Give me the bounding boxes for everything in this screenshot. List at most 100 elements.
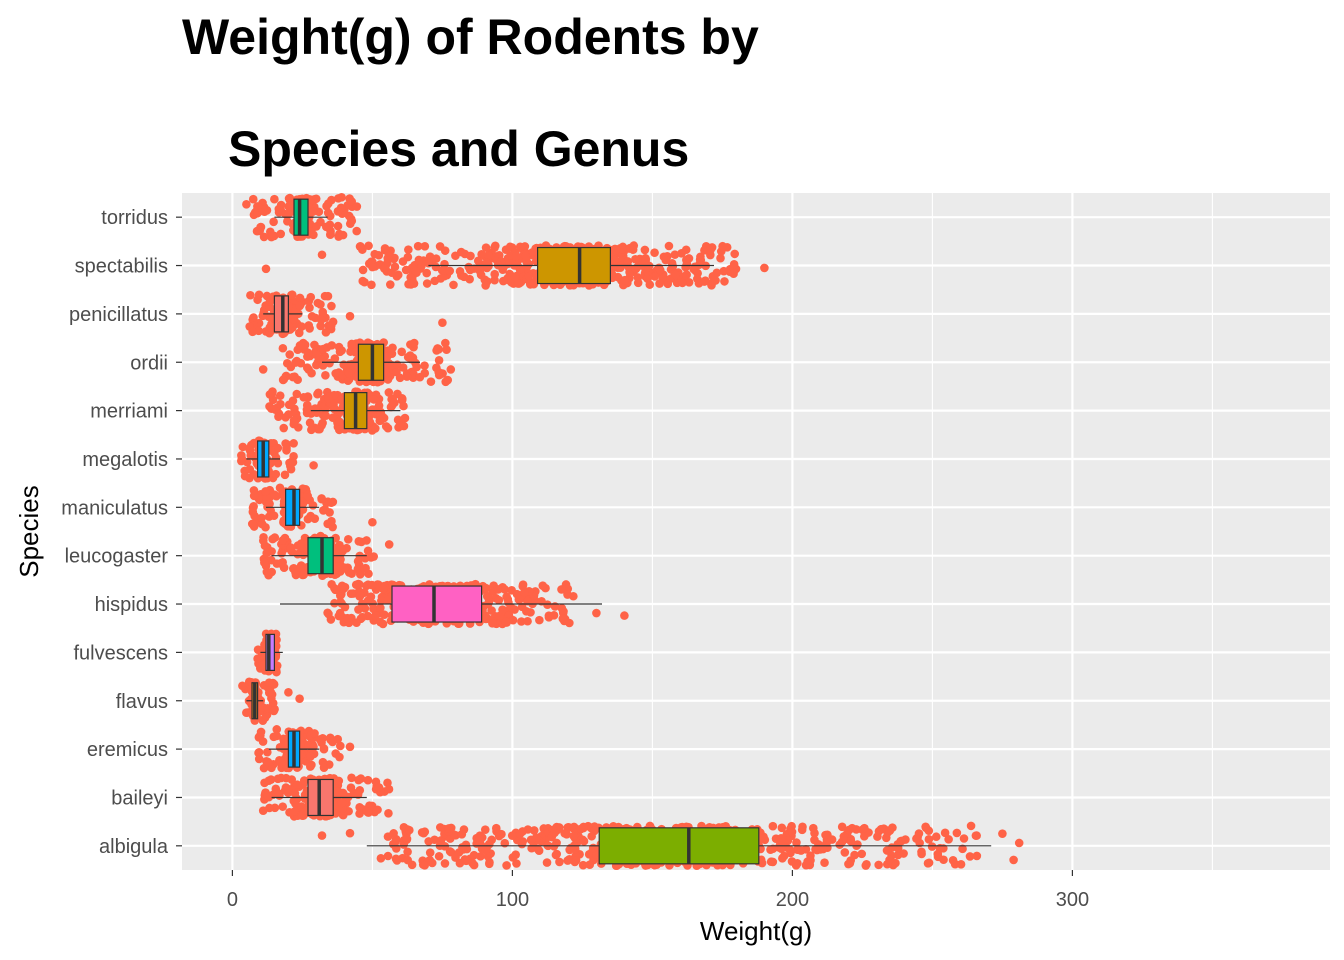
data-point [494,595,504,605]
data-point [818,844,828,854]
data-point [367,580,377,590]
data-point [353,556,363,566]
data-point [555,857,564,867]
data-point [778,837,787,847]
data-point [249,486,259,495]
data-point [295,293,305,303]
data-point [360,277,369,287]
data-point [402,372,412,381]
data-point [481,845,491,855]
data-point [921,822,930,832]
data-point [835,840,845,849]
data-point [271,469,281,479]
data-point [353,564,363,574]
data-point [588,843,598,853]
data-point [952,828,962,838]
data-point [379,264,389,273]
data-point [383,851,393,861]
data-point [303,348,313,358]
y-tick-label: baileyi [111,787,168,809]
data-point [277,549,286,558]
outlier-point [317,250,327,260]
outlier-point [760,263,769,273]
data-point [484,251,493,260]
data-point [327,301,336,311]
data-point [917,849,926,859]
data-point [279,734,288,744]
data-point [321,411,331,421]
data-point [367,280,376,290]
data-point [611,245,621,255]
data-point [857,849,867,859]
data-point [272,559,282,568]
data-point [351,348,360,357]
data-point [682,255,691,265]
data-point [298,484,308,493]
data-point [862,859,871,869]
data-point [258,737,268,746]
data-point [318,344,328,354]
data-point [335,608,345,618]
axes: 0 100 200 300 torridus spectabilis penicillatu… [61,207,1089,911]
data-point [431,262,441,272]
data-point [972,851,982,861]
data-point [306,292,316,302]
data-point [326,320,336,330]
data-point [434,851,444,861]
data-point [950,859,960,869]
data-point [358,265,368,275]
box-fulvescens [260,633,283,671]
data-point [339,360,349,369]
outlier-point [368,517,377,527]
data-point [253,654,262,663]
data-point [426,377,436,386]
plot-panel [182,193,1330,870]
data-point [248,507,258,517]
data-point [260,558,269,567]
data-point [874,860,883,870]
data-point [411,267,421,276]
data-point [273,443,283,453]
data-point [430,835,439,845]
data-point [268,534,277,544]
data-point [560,828,569,838]
data-point [313,424,323,434]
data-point [441,338,450,348]
data-point [640,259,650,268]
data-point [700,277,709,286]
data-point [369,395,379,404]
data-point [487,606,496,615]
data-point [289,416,299,425]
data-point [395,421,405,430]
data-point [389,829,398,838]
data-point [360,564,369,573]
data-point [384,388,394,397]
data-point [422,279,432,288]
y-tick-label: leucogaster [65,546,169,568]
data-point [469,850,479,860]
data-point [431,254,441,263]
data-point [383,423,393,433]
data-point [315,735,325,744]
data-point [655,279,664,288]
data-point [585,860,595,870]
data-point [792,838,801,847]
data-point [526,835,536,845]
data-point [436,836,446,845]
data-point [362,806,372,816]
outlier-point [261,264,271,274]
y-tick-label: eremicus [87,739,168,761]
data-point [238,681,247,691]
data-point [263,757,273,767]
data-point [343,534,353,544]
data-point [820,858,829,867]
data-point [278,375,288,385]
chart-title-line-1: Weight(g) of Rodents by [182,9,759,65]
data-point [260,778,269,788]
data-point [353,790,363,799]
data-point [550,828,559,838]
data-point [338,788,348,798]
data-point [502,861,511,870]
data-point [670,250,680,259]
data-point [576,824,586,834]
